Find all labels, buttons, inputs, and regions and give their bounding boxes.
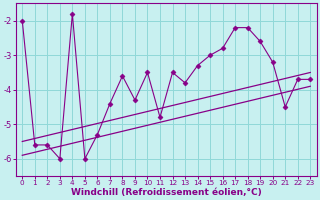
X-axis label: Windchill (Refroidissement éolien,°C): Windchill (Refroidissement éolien,°C) — [71, 188, 262, 197]
